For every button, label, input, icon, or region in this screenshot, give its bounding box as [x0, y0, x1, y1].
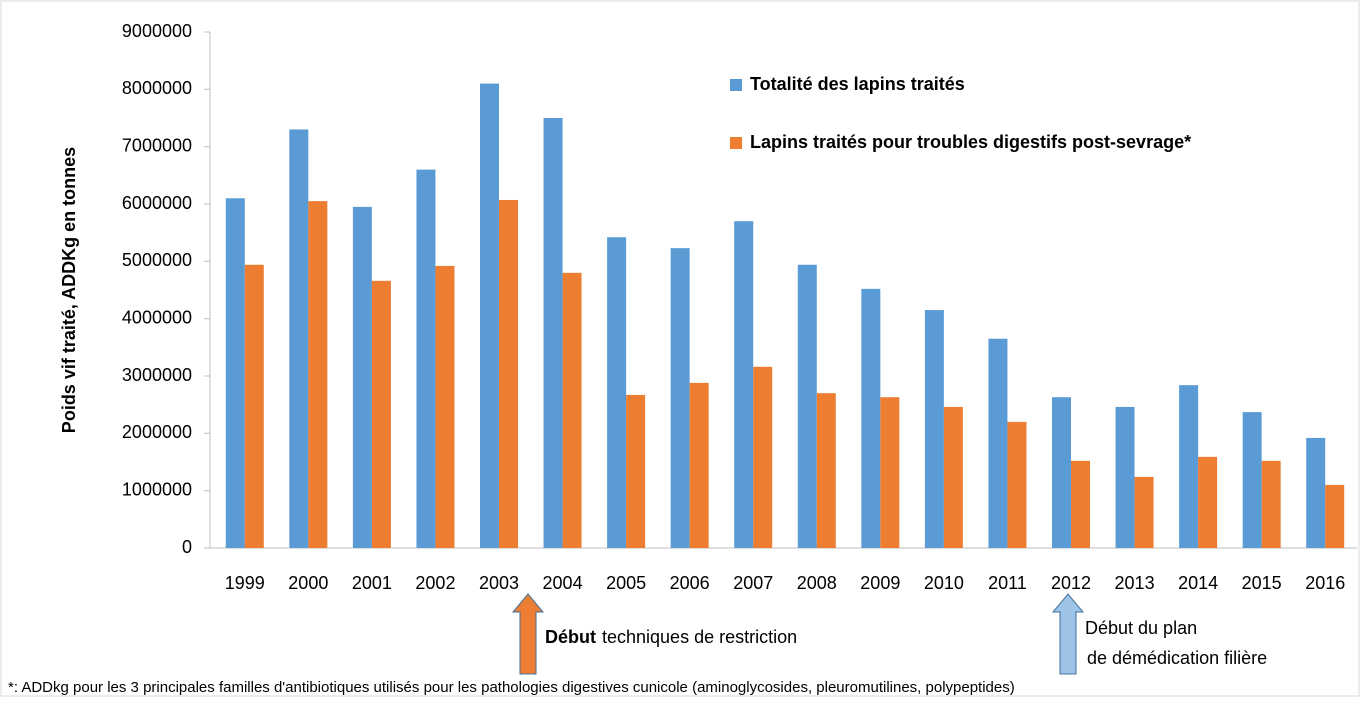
- bar: [435, 265, 455, 548]
- bar: [371, 280, 391, 548]
- y-tick-label: 3000000: [122, 365, 192, 385]
- x-tick-label: 2012: [1051, 573, 1091, 593]
- y-axis-label: Poids vif traité, ADDKg en tonnes: [59, 147, 79, 433]
- bar: [626, 394, 646, 548]
- bar: [1052, 397, 1071, 548]
- bar: [1242, 412, 1262, 548]
- legend-label: Totalité des lapins traités: [750, 74, 965, 94]
- bar: [797, 264, 817, 548]
- bar: [816, 393, 836, 548]
- bar: [1115, 406, 1135, 548]
- annotation: Début du plan: [1085, 618, 1197, 638]
- annotation-arrow: [1051, 593, 1085, 675]
- bar: [1134, 476, 1154, 548]
- y-tick-label: 1000000: [122, 479, 192, 499]
- bar: [988, 338, 1008, 548]
- x-tick-label: 2011: [988, 573, 1027, 593]
- bar: [734, 221, 754, 548]
- bar: [562, 272, 582, 548]
- bar: [607, 237, 627, 548]
- bar: [1306, 437, 1326, 548]
- y-tick-label: 8000000: [122, 78, 192, 98]
- bar: [225, 198, 245, 548]
- bar: [1007, 421, 1027, 548]
- legend-swatch: [730, 137, 742, 149]
- y-tick-label: 2000000: [122, 422, 192, 442]
- bar: [289, 129, 309, 548]
- annotation-arrow: [511, 593, 545, 675]
- y-tick-label: 7000000: [122, 135, 192, 155]
- bar: [670, 248, 690, 548]
- bar: [689, 382, 709, 548]
- legend-label: Lapins traités pour troubles digestifs p…: [750, 132, 1191, 152]
- x-tick-label: 2014: [1178, 573, 1218, 593]
- bar: [943, 406, 963, 548]
- y-tick-label: 0: [182, 537, 192, 557]
- bar: [244, 264, 264, 548]
- bar: [753, 366, 773, 548]
- x-tick-label: 2004: [543, 573, 583, 593]
- y-tick-label: 4000000: [122, 307, 192, 327]
- x-tick-label: 2005: [606, 573, 646, 593]
- bar: [1179, 385, 1199, 548]
- bar: [499, 199, 518, 548]
- bar: [1198, 456, 1218, 548]
- x-tick-label: 2016: [1305, 573, 1345, 593]
- bar: [1261, 460, 1281, 548]
- bar: [880, 397, 900, 548]
- x-tick-label: 1999: [225, 573, 265, 593]
- annotation-bold: Début: [545, 627, 596, 647]
- bar: [308, 201, 328, 548]
- bar: [861, 288, 881, 548]
- x-tick-label: 2008: [797, 573, 837, 593]
- x-tick-label: 2009: [860, 573, 900, 593]
- y-tick-label: 5000000: [122, 250, 192, 270]
- annotation-text: techniques de restriction: [602, 627, 797, 647]
- footnote: *: ADDkg pour les 3 principales familles…: [8, 679, 1015, 696]
- x-tick-label: 2013: [1115, 573, 1155, 593]
- bar: [352, 206, 372, 548]
- x-tick-label: 2006: [670, 573, 710, 593]
- bar: [924, 310, 944, 548]
- bar: [543, 118, 563, 548]
- bar: [1325, 484, 1345, 548]
- x-tick-label: 2000: [288, 573, 328, 593]
- bar: [480, 83, 499, 548]
- x-tick-label: 2007: [733, 573, 773, 593]
- x-tick-label: 2010: [924, 573, 964, 593]
- annotation: de démédication filière: [1087, 648, 1267, 668]
- bar: [1071, 460, 1090, 548]
- x-tick-label: 2001: [352, 573, 392, 593]
- y-tick-label: 6000000: [122, 193, 192, 213]
- y-tick-label: 9000000: [122, 21, 192, 41]
- bar: [416, 169, 436, 548]
- legend-swatch: [730, 79, 742, 91]
- x-tick-label: 2002: [415, 573, 455, 593]
- x-tick-label: 2003: [479, 573, 519, 593]
- x-tick-label: 2015: [1242, 573, 1282, 593]
- annotation: Début techniques de restriction: [545, 627, 797, 647]
